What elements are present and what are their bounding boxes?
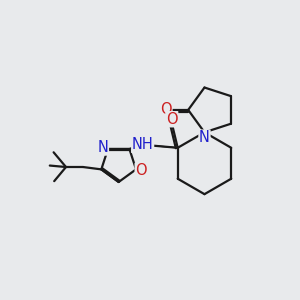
Polygon shape — [151, 146, 178, 148]
Text: N: N — [199, 130, 210, 145]
Text: O: O — [166, 112, 178, 127]
Text: N: N — [98, 140, 108, 155]
Text: NH: NH — [132, 137, 154, 152]
Text: O: O — [160, 102, 172, 117]
Text: O: O — [135, 164, 147, 178]
